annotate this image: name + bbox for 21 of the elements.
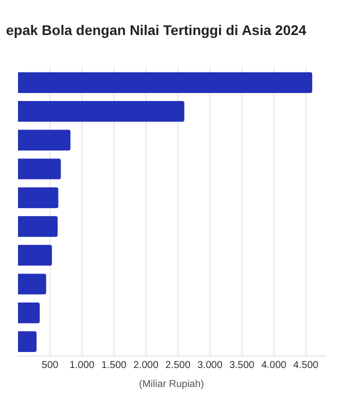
bar bbox=[18, 187, 58, 208]
x-tick-label: 1.500 bbox=[101, 360, 127, 371]
x-tick-label: 1.000 bbox=[69, 360, 95, 371]
bar bbox=[18, 101, 184, 122]
x-tick-label: 4.500 bbox=[293, 360, 319, 371]
bar bbox=[18, 302, 40, 324]
bar bbox=[18, 274, 46, 294]
x-tick-label: 500 bbox=[42, 360, 59, 371]
x-tick-label: 2.500 bbox=[165, 360, 191, 371]
bar bbox=[18, 72, 312, 93]
bar bbox=[18, 130, 70, 151]
bar bbox=[18, 158, 61, 180]
x-tick-label: 4.000 bbox=[261, 360, 287, 371]
x-axis-title: (Miliar Rupiah) bbox=[138, 378, 204, 390]
chart-title: epak Bola dengan Nilai Tertinggi di Asia 2024 bbox=[6, 22, 308, 38]
x-tick-label: 3.500 bbox=[229, 360, 255, 371]
x-tick-label: 2.000 bbox=[133, 360, 159, 371]
bar bbox=[18, 244, 52, 266]
x-tick-label: 3.000 bbox=[197, 360, 223, 371]
bar bbox=[18, 331, 37, 352]
bar bbox=[18, 216, 58, 237]
